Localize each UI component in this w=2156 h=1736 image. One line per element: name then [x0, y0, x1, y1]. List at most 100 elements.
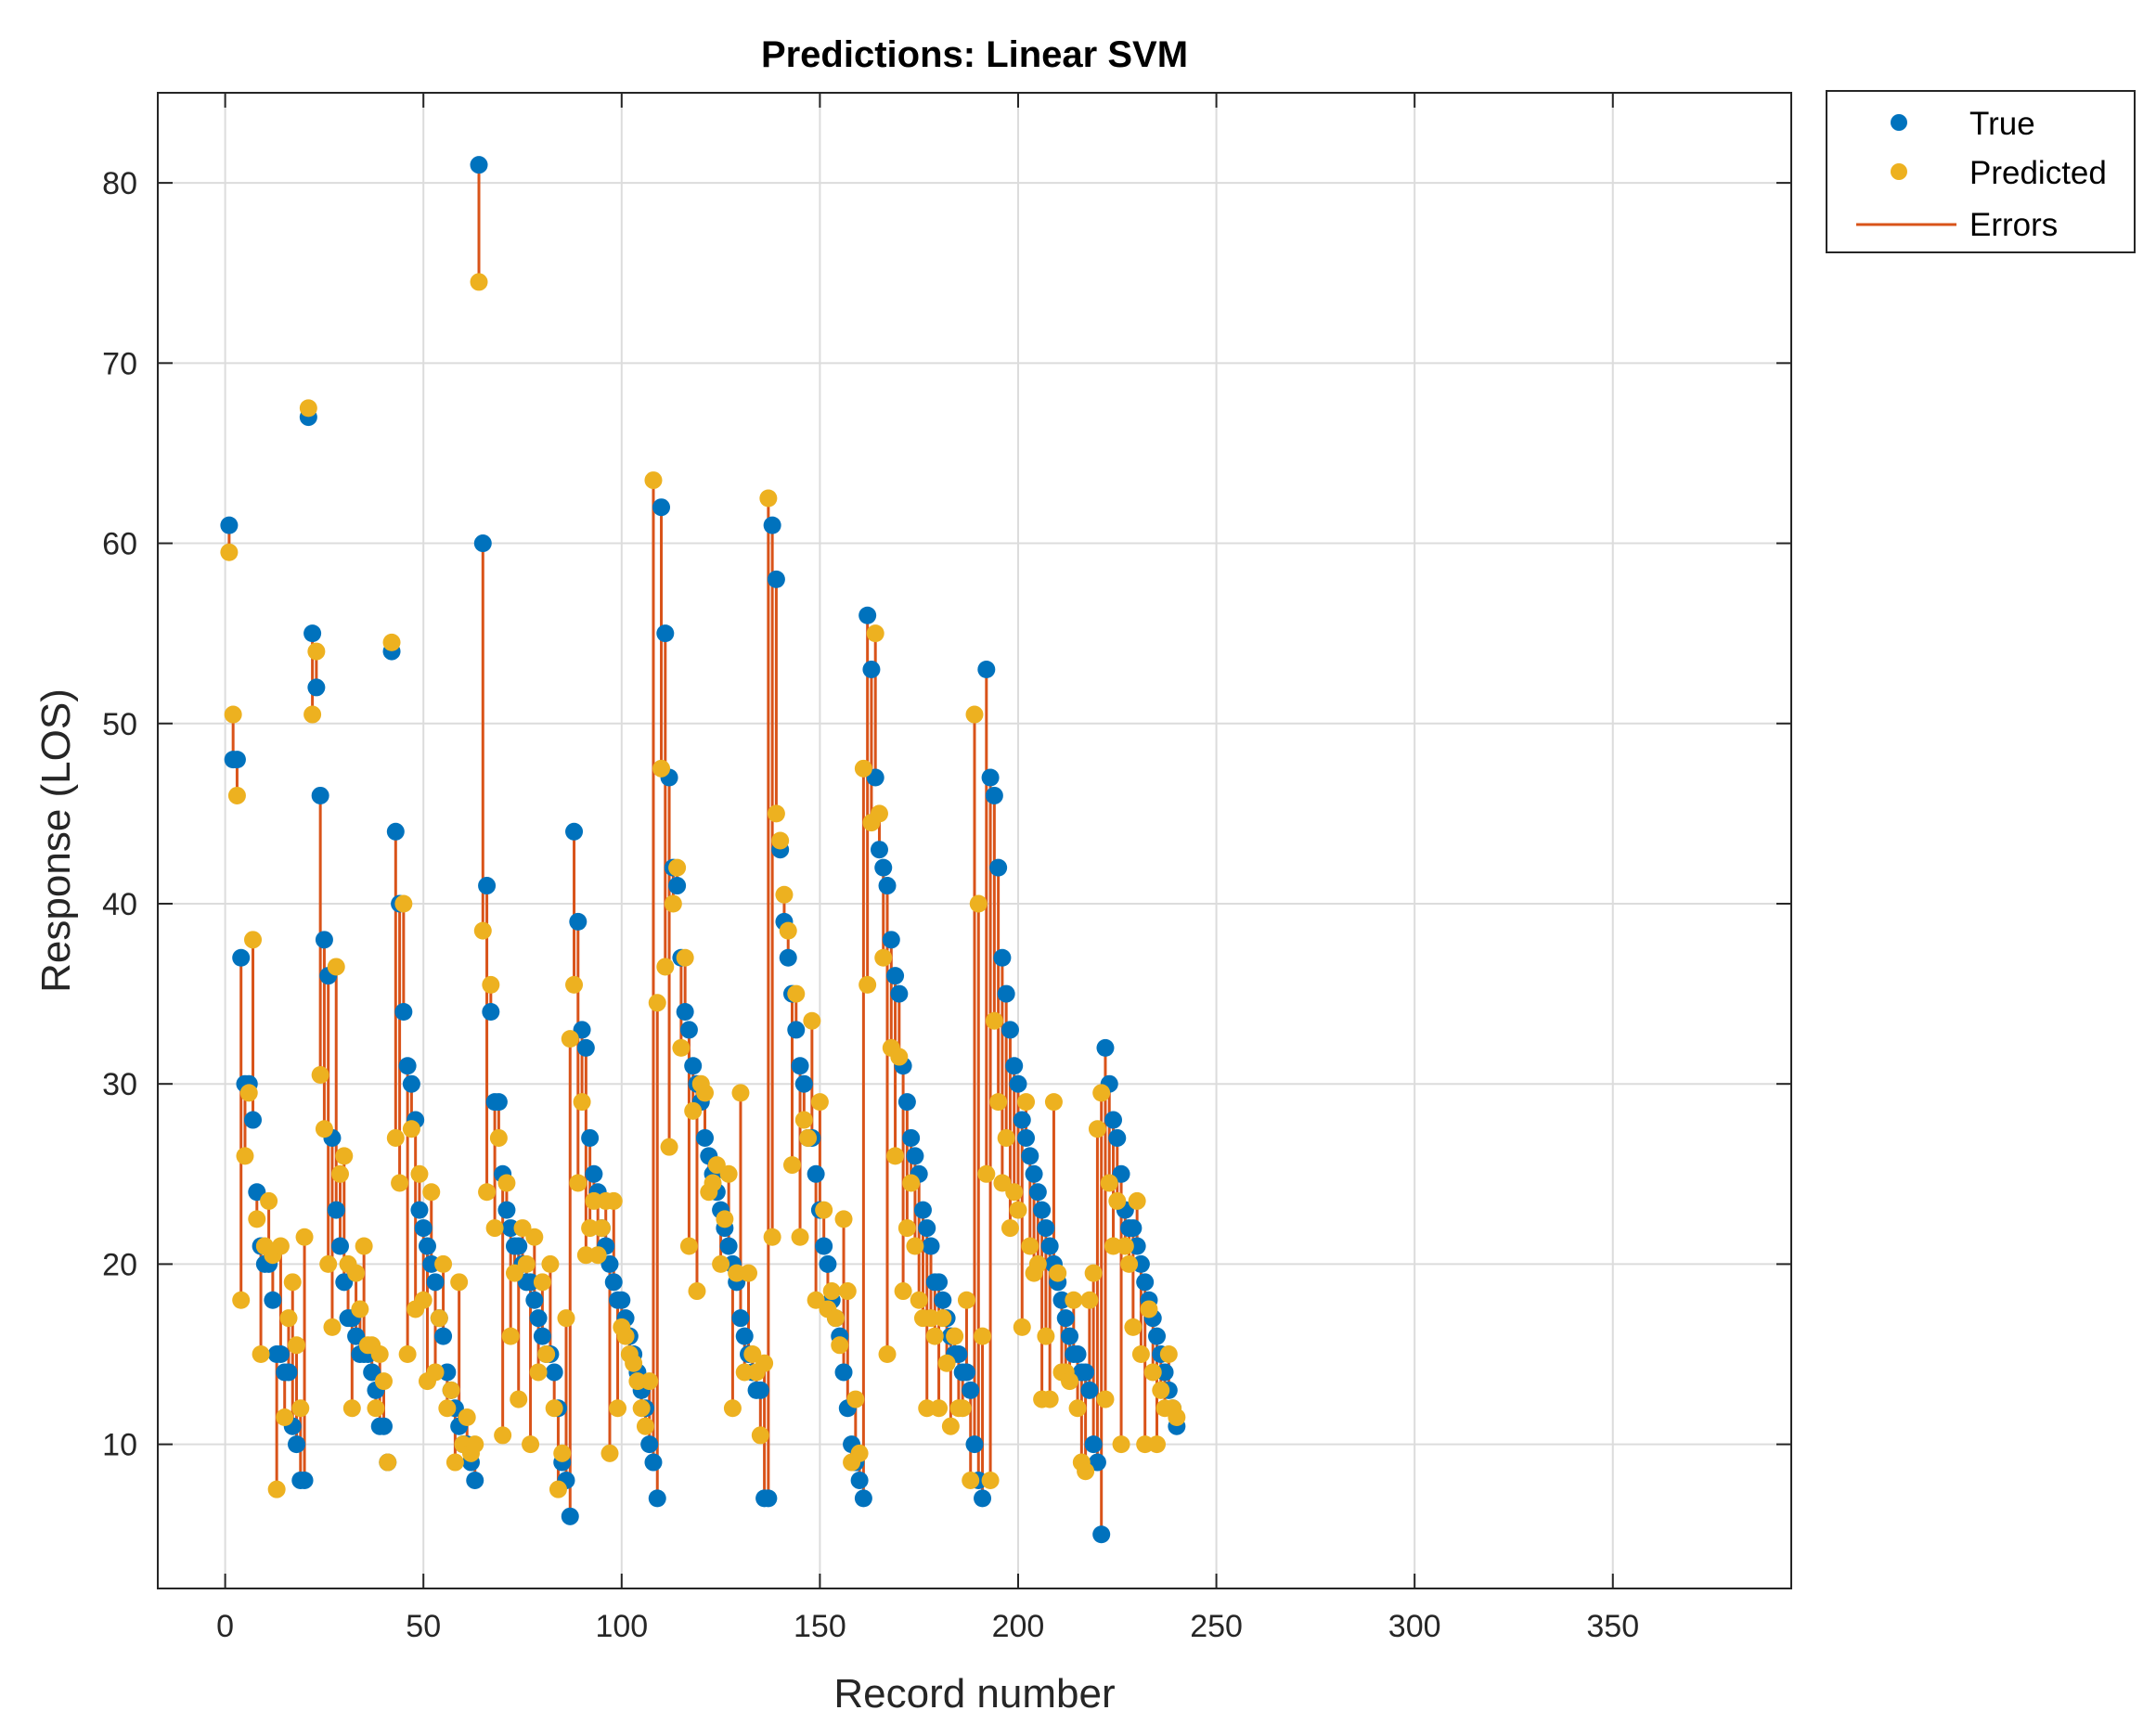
ticks: 0 50 100 150 200 250 300 350 10 20 30 40 50 60 70 80: [102, 93, 1791, 1644]
true-point: [466, 1471, 484, 1489]
true-point: [414, 1219, 432, 1238]
predicted-point: [854, 759, 872, 778]
true-point: [922, 1237, 940, 1255]
predicted-point: [374, 1372, 393, 1391]
predicted-point: [636, 1417, 654, 1435]
legend-errors-label: Errors: [1969, 207, 2058, 243]
true-point: [735, 1327, 754, 1345]
predicted-point: [466, 1435, 484, 1454]
predicted-point: [1013, 1318, 1031, 1336]
true-point: [684, 1057, 703, 1075]
true-point: [1148, 1327, 1167, 1345]
predicted-point: [1044, 1093, 1063, 1112]
true-point: [1025, 1164, 1043, 1183]
true-point: [974, 1489, 992, 1508]
predicted-point: [838, 1282, 857, 1301]
predicted-point: [925, 1327, 944, 1345]
true-point: [569, 912, 587, 931]
true-point: [1013, 1111, 1031, 1129]
predicted-point: [870, 804, 888, 823]
predicted-point: [886, 1147, 905, 1165]
predicted-point: [414, 1291, 432, 1309]
true-point: [807, 1164, 825, 1183]
true-point: [307, 678, 326, 697]
predicted-point: [1068, 1399, 1087, 1418]
y-tick-label: 50: [102, 707, 137, 742]
true-point: [1021, 1147, 1039, 1165]
true-point: [473, 534, 492, 553]
predicted-point: [283, 1273, 302, 1292]
predicted-point: [1088, 1120, 1106, 1138]
predicted-point: [501, 1327, 520, 1345]
true-point: [478, 877, 497, 895]
true-point: [264, 1291, 282, 1309]
true-point: [882, 931, 900, 949]
predicted-point: [1061, 1372, 1079, 1391]
true-point: [232, 948, 251, 967]
true-point: [244, 1111, 263, 1129]
true-point: [965, 1435, 984, 1454]
true-point: [529, 1309, 548, 1328]
true-point: [394, 1003, 413, 1022]
true-point: [1096, 1038, 1115, 1057]
axes-box: [157, 92, 1792, 1589]
predicted-point: [937, 1354, 956, 1372]
true-point: [220, 516, 239, 534]
predicted-point: [573, 1093, 591, 1112]
x-axis-label: Record number: [833, 1671, 1115, 1717]
true-point: [1001, 1021, 1019, 1039]
predicted-point: [997, 1128, 1015, 1147]
predicted-point: [652, 759, 671, 778]
x-tick-label: 100: [595, 1609, 648, 1644]
true-point: [576, 1038, 595, 1057]
true-point: [1080, 1381, 1099, 1399]
x-tick-label: 250: [1190, 1609, 1243, 1644]
predicted-point: [859, 975, 877, 994]
predicted-point: [962, 1471, 980, 1489]
true-point: [676, 1003, 694, 1022]
predicted-point: [810, 1093, 829, 1112]
predicted-point: [522, 1435, 540, 1454]
predicted-point: [989, 1093, 1008, 1112]
predicted-point: [604, 1191, 623, 1210]
true-point: [934, 1291, 952, 1309]
predicted-point: [616, 1327, 635, 1345]
predicted-point: [969, 894, 988, 913]
predicted-point: [478, 1183, 497, 1202]
predicted-point: [1009, 1201, 1027, 1219]
predicted-point: [244, 931, 263, 949]
predicted-point: [288, 1336, 306, 1355]
predicted-point: [775, 885, 794, 904]
predicted-point: [1084, 1264, 1103, 1282]
predicted-point: [303, 705, 322, 724]
y-tick-label: 20: [102, 1247, 137, 1282]
predicted-point: [398, 1345, 417, 1364]
predicted-point: [276, 1408, 294, 1426]
predicted-point: [632, 1399, 651, 1418]
predicted-point: [438, 1399, 457, 1418]
predicted-point: [826, 1309, 845, 1328]
true-point: [279, 1363, 298, 1382]
predicted-point: [592, 1219, 611, 1238]
predicted-point: [442, 1381, 460, 1399]
predicted-point: [1037, 1327, 1055, 1345]
legend-predicted-marker: [1891, 163, 1907, 180]
true-point: [581, 1128, 600, 1147]
legend-predicted-label: Predicted: [1969, 155, 2107, 191]
predicted-point: [426, 1363, 445, 1382]
predicted-point: [782, 1156, 801, 1175]
true-point: [402, 1074, 420, 1093]
predicted-point: [295, 1228, 314, 1246]
predicted-point: [1017, 1093, 1036, 1112]
predicted-point: [771, 831, 790, 850]
predicted-point: [422, 1183, 441, 1202]
predicted-point: [299, 399, 317, 418]
true-point: [819, 1254, 837, 1273]
predicted-point: [355, 1237, 373, 1255]
true-point: [410, 1201, 429, 1219]
predicted-point: [664, 894, 682, 913]
true-point: [585, 1164, 603, 1183]
true-point: [288, 1435, 306, 1454]
legend-true-marker: [1891, 114, 1907, 131]
predicted-point: [815, 1201, 833, 1219]
